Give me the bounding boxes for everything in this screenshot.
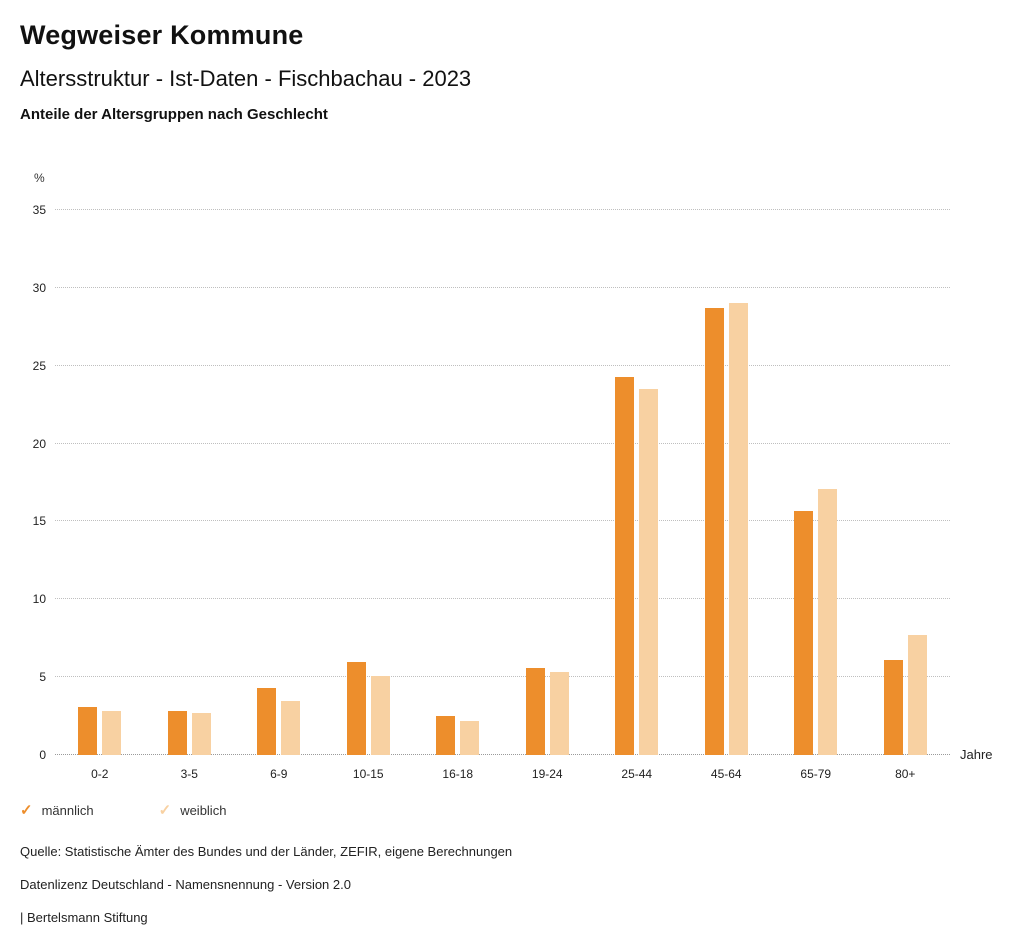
bar-chart-plot-area: Jahre 0 5 10 15 20 25 30 35 0-2 3-5 6-9 10-15 16-18 1…: [33, 203, 993, 781]
bar-maennlich[interactable]: [794, 510, 814, 755]
gridline: [55, 286, 950, 288]
bar-weiblich[interactable]: [639, 389, 659, 755]
bar-maennlich[interactable]: [704, 308, 724, 755]
bar-group: 3-5: [167, 711, 211, 781]
bar-maennlich[interactable]: [346, 661, 366, 755]
bar-groups: 0-2 3-5 6-9 10-15 16-18 19-24 25-44 45-64 65-79 8…: [55, 210, 950, 781]
bar-group: 6-9: [257, 688, 301, 781]
bar-group: 19-24: [525, 667, 569, 781]
bar-maennlich[interactable]: [436, 716, 456, 755]
bar-maennlich[interactable]: [615, 376, 635, 755]
x-tick-label: 19-24: [531, 767, 563, 781]
check-icon: ✓: [20, 802, 33, 819]
page-title: Wegweiser Kommune: [20, 20, 304, 50]
bar-group: 10-15: [346, 661, 390, 781]
legend-label: männlich: [41, 803, 94, 818]
legend-label: weiblich: [180, 803, 227, 818]
bar-group: 25-44: [615, 376, 659, 781]
x-tick-label: 80+: [895, 767, 916, 781]
bar-group: 16-18: [436, 716, 480, 781]
gridline: [55, 754, 950, 755]
legend-item-weiblich[interactable]: ✓ weiblich: [159, 803, 227, 818]
y-tick-label: 25: [32, 358, 46, 373]
chart-subtitle: Anteile der Altersgruppen nach Geschlech…: [20, 106, 328, 123]
bar-maennlich[interactable]: [525, 667, 545, 755]
y-tick-label: 10: [32, 592, 46, 607]
bar-group: 45-64: [704, 303, 748, 781]
bar-weiblich[interactable]: [102, 711, 122, 755]
x-axis-unit-label: Jahre: [960, 747, 993, 762]
bar-weiblich[interactable]: [549, 672, 569, 755]
x-tick-label: 65-79: [800, 767, 832, 781]
bar-weiblich[interactable]: [818, 488, 838, 755]
x-tick-label: 45-64: [710, 767, 742, 781]
x-tick-label: 10-15: [352, 767, 384, 781]
gridline: [55, 520, 950, 522]
x-tick-label: 6-9: [270, 767, 288, 781]
chart-footer: Quelle: Statistische Ämter des Bundes un…: [20, 844, 512, 943]
y-tick-label: 5: [39, 670, 46, 685]
y-tick-label: 0: [39, 748, 46, 762]
bar-weiblich[interactable]: [460, 720, 480, 755]
bar-maennlich[interactable]: [257, 688, 277, 755]
bar-weiblich[interactable]: [370, 675, 390, 755]
bar-maennlich[interactable]: [883, 660, 903, 755]
attribution-text: | Bertelsmann Stiftung: [20, 910, 148, 925]
x-tick-label: 3-5: [180, 767, 198, 781]
bar-weiblich[interactable]: [907, 635, 927, 755]
x-tick-label: 0-2: [91, 767, 109, 781]
bar-weiblich[interactable]: [728, 303, 748, 755]
bar-maennlich[interactable]: [78, 706, 98, 755]
chart-legend: ✓ männlich ✓ weiblich: [20, 803, 226, 818]
chart-title: Altersstruktur - Ist-Daten - Fischbachau…: [20, 66, 472, 91]
gridline: [55, 442, 950, 444]
x-tick-label: 25-44: [621, 767, 653, 781]
bar-group: 0-2: [78, 706, 122, 781]
bar-maennlich[interactable]: [167, 711, 187, 755]
source-text: Quelle: Statistische Ämter des Bundes un…: [20, 844, 513, 859]
y-tick-label: 20: [32, 436, 46, 451]
bar-group: 80+: [883, 635, 927, 781]
legend-item-maennlich[interactable]: ✓ männlich: [20, 803, 94, 818]
bar-weiblich[interactable]: [281, 700, 301, 755]
y-axis-unit-label: %: [34, 171, 45, 185]
gridline: [55, 209, 950, 210]
y-tick-label: 35: [32, 203, 46, 217]
y-tick-label: 15: [32, 514, 46, 529]
bar-group: 65-79: [794, 488, 838, 781]
gridline: [55, 598, 950, 600]
license-text: Datenlizenz Deutschland - Namensnennung …: [20, 877, 351, 892]
bar-weiblich[interactable]: [191, 712, 211, 755]
y-tick-label: 30: [32, 280, 46, 295]
x-tick-label: 16-18: [442, 767, 474, 781]
gridline: [55, 676, 950, 678]
check-icon: ✓: [158, 802, 172, 819]
gridline: [55, 364, 950, 366]
